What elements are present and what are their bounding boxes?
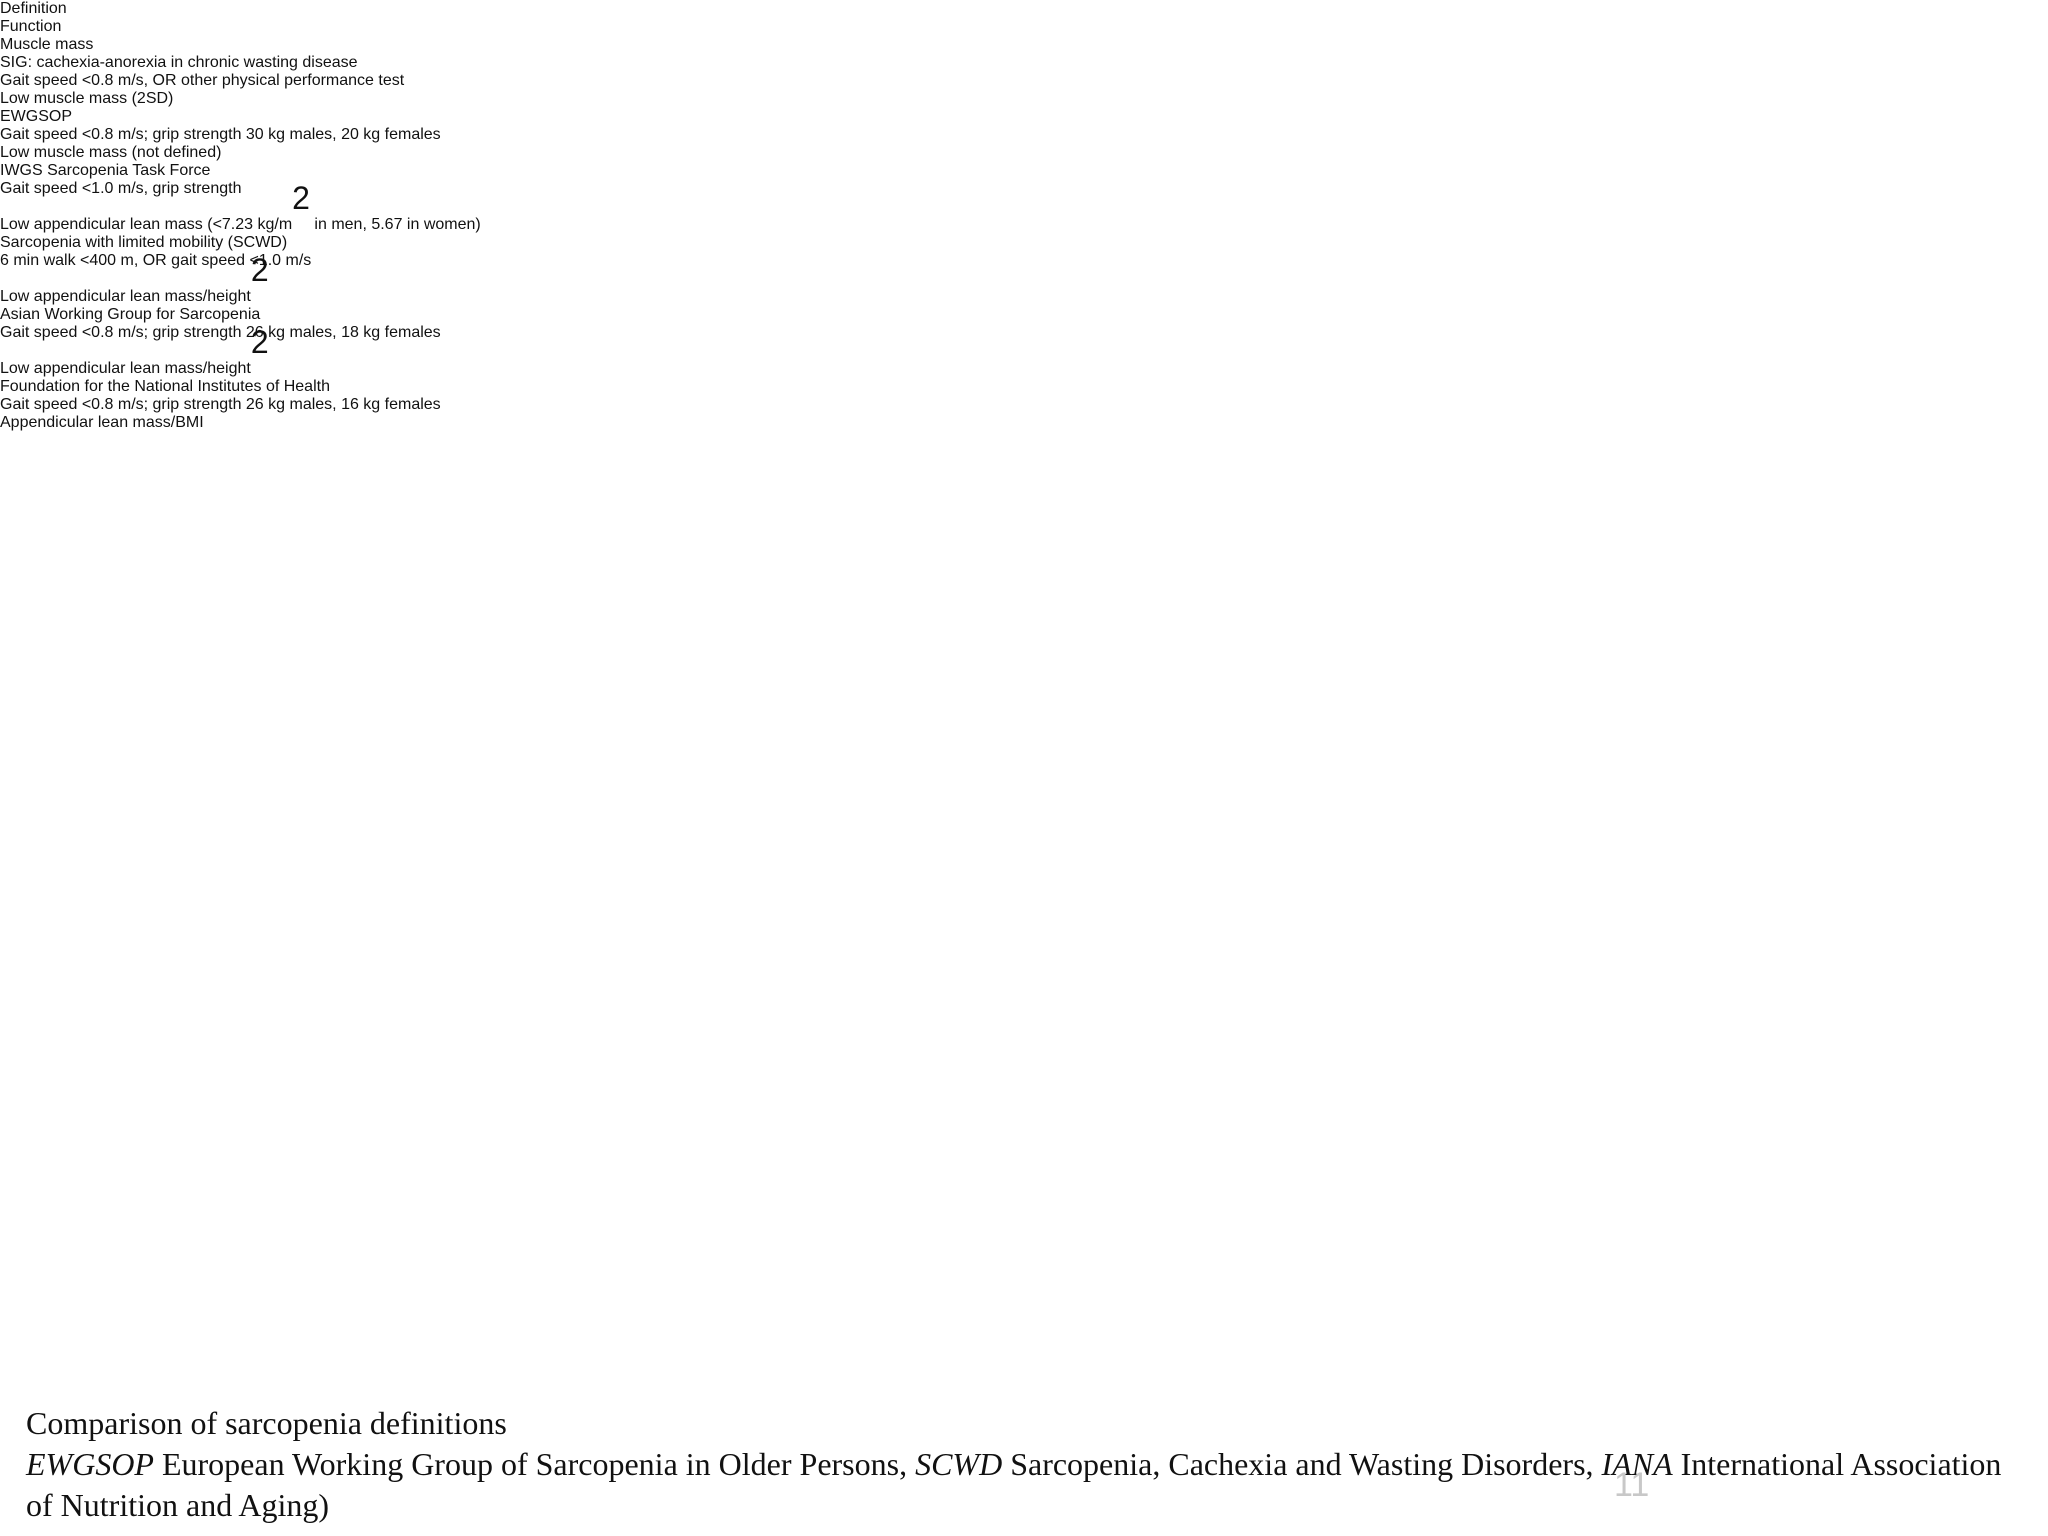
cell-text: Gait speed <0.8 m/s; grip strength 26 kg… bbox=[0, 396, 441, 413]
abbreviation: SCWD bbox=[915, 1446, 1003, 1482]
cell-text: Low muscle mass (2SD) bbox=[0, 90, 174, 107]
note-text: International Association of Nutrition a… bbox=[26, 1446, 2002, 1523]
cell-text: Low appendicular lean mass (<7.23 kg/m bbox=[0, 216, 293, 233]
superscript: 2 bbox=[250, 324, 269, 360]
abbreviation: IANA bbox=[1601, 1446, 1673, 1482]
table-cell: IWGS Sarcopenia Task Force bbox=[0, 162, 640, 180]
column-header: Definition bbox=[0, 0, 67, 17]
cell-text: Low appendicular lean mass/height bbox=[0, 288, 251, 305]
table-cell: Appendicular lean mass/BMI bbox=[0, 414, 577, 432]
cell-text: Low appendicular lean mass/height bbox=[0, 360, 251, 377]
cell-text: in men, 5.67 in women) bbox=[309, 216, 481, 233]
caption-title: Comparison of sarcopenia definitions bbox=[26, 1405, 507, 1441]
table-cell: Low muscle mass (2SD) bbox=[0, 90, 577, 108]
table-cell: Sarcopenia with limited mobility (SCWD) bbox=[0, 234, 640, 252]
cell-text: Gait speed <0.8 m/s; grip strength 30 kg… bbox=[0, 126, 441, 143]
cell-text: IWGS Sarcopenia Task Force bbox=[0, 162, 211, 179]
abbreviation: EWGSOP bbox=[26, 1446, 154, 1482]
column-header: Function bbox=[0, 18, 62, 35]
table-cell: SIG: cachexia-anorexia in chronic wastin… bbox=[0, 54, 640, 72]
table-cell: Gait speed <1.0 m/s, grip strength bbox=[0, 180, 730, 198]
cell-text: Foundation for the National Institutes o… bbox=[0, 378, 330, 395]
note-text: European Working Group of Sarcopenia in … bbox=[153, 1446, 916, 1482]
cell-text: Gait speed <0.8 m/s; grip strength 26 kg… bbox=[0, 324, 441, 341]
table-cell: Gait speed <0.8 m/s; grip strength 26 kg… bbox=[0, 396, 730, 414]
cell-text: Gait speed <0.8 m/s, OR other physical p… bbox=[0, 72, 405, 89]
caption-note: EWGSOP European Working Group of Sarcope… bbox=[26, 1444, 2016, 1526]
cell-text: Sarcopenia with limited mobility (SCWD) bbox=[0, 234, 288, 251]
page-number: 11 bbox=[1614, 1466, 1650, 1504]
table-cell: Foundation for the National Institutes o… bbox=[0, 378, 640, 396]
cell-text: SIG: cachexia-anorexia in chronic wastin… bbox=[0, 54, 358, 71]
cell-text: Gait speed <1.0 m/s, grip strength bbox=[0, 180, 242, 197]
table-cell: 6 min walk <400 m, OR gait speed <1.0 m/… bbox=[0, 252, 730, 270]
cell-text: Asian Working Group for Sarcopenia bbox=[0, 306, 261, 323]
superscript: 2 bbox=[250, 252, 269, 288]
table-cell: Gait speed <0.8 m/s; grip strength 30 kg… bbox=[0, 126, 730, 144]
cell-text: EWGSOP bbox=[0, 108, 73, 125]
table-cell: Low appendicular lean mass/height2 bbox=[0, 326, 577, 378]
table-cell: Asian Working Group for Sarcopenia bbox=[0, 306, 640, 324]
cell-text: 6 min walk <400 m, OR gait speed <1.0 m/… bbox=[0, 252, 312, 269]
table-cell: Gait speed <0.8 m/s; grip strength 26 kg… bbox=[0, 324, 730, 342]
table-cell: Low appendicular lean mass/height2 bbox=[0, 254, 577, 306]
superscript: 2 bbox=[292, 180, 310, 216]
column-header: Muscle mass bbox=[0, 36, 94, 53]
cell-text: Appendicular lean mass/BMI bbox=[0, 414, 204, 431]
cell-text: Low muscle mass (not defined) bbox=[0, 144, 222, 161]
table-cell: Low muscle mass (not defined) bbox=[0, 144, 577, 162]
note-text: Sarcopenia, Cachexia and Wasting Disorde… bbox=[1002, 1446, 1602, 1482]
caption: Comparison of sarcopenia definitions EWG… bbox=[26, 1403, 2016, 1526]
table-cell: EWGSOP bbox=[0, 108, 640, 126]
table-cell: Low appendicular lean mass (<7.23 kg/m2 … bbox=[0, 182, 577, 234]
table-cell: Gait speed <0.8 m/s, OR other physical p… bbox=[0, 72, 730, 90]
